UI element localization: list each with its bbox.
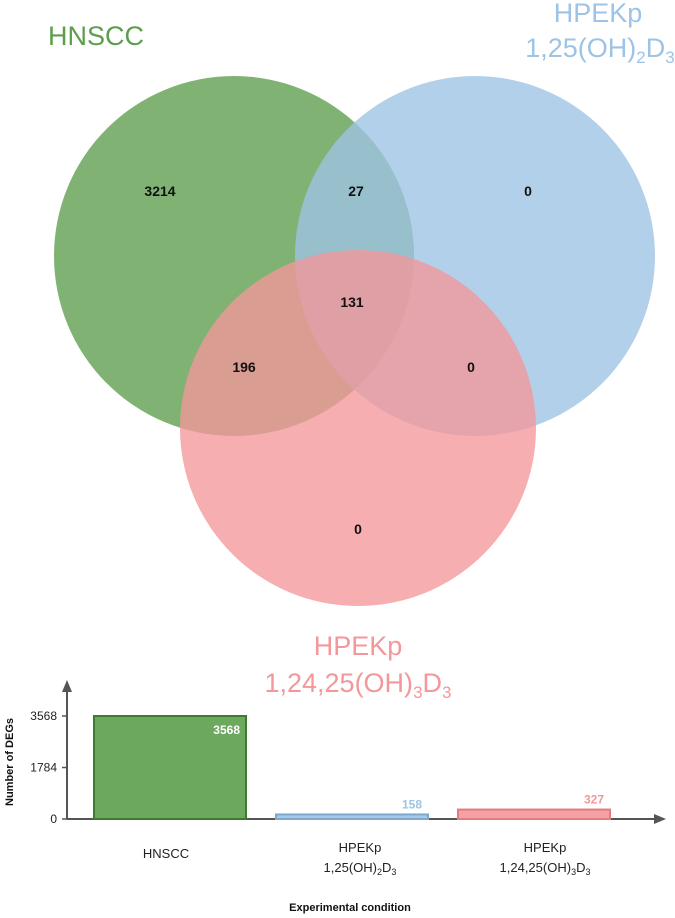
region-count-hnscc-only: 3214: [144, 183, 175, 199]
category-label-dhd3-line2: 1,25(OH)2D3: [324, 860, 397, 877]
y-axis-title: Number of DEGs: [4, 718, 16, 806]
set-label-dhd3-line1: HPEKp: [554, 0, 643, 28]
venn-circle-thd3: [180, 250, 536, 606]
bar-value-label: 158: [402, 797, 422, 811]
venn-diagram: 3214 27 0 131 196 0 0 HNSCC HPEKp 1,25(O…: [48, 0, 675, 702]
set-label-thd3-line1: HPEKp: [314, 631, 403, 661]
region-count-hnscc-thd3: 196: [232, 359, 256, 375]
category-label-dhd3-line1: HPEKp: [339, 840, 382, 855]
x-axis-arrow: [654, 814, 666, 824]
y-axis-arrow: [62, 680, 72, 692]
region-count-thd3-only: 0: [354, 521, 362, 537]
y-tick-label: 3568: [30, 709, 57, 723]
set-label-thd3-line2: 1,24,25(OH)3D3: [264, 668, 451, 702]
y-tick-label: 0: [50, 812, 57, 826]
region-count-dhd3-only: 0: [524, 183, 532, 199]
bar: [457, 808, 611, 820]
y-ticks: 0 1784 3568: [30, 709, 67, 826]
region-count-dhd3-thd3: 0: [467, 359, 475, 375]
category-label-thd3-line2: 1,24,25(OH)3D3: [500, 860, 591, 877]
y-tick-label: 1784: [30, 761, 57, 775]
region-count-all-three: 131: [340, 294, 364, 310]
set-label-hnscc: HNSCC: [48, 21, 144, 51]
bar-value-label: 3568: [213, 723, 240, 737]
category-label-thd3-line1: HPEKp: [524, 840, 567, 855]
bar: [275, 813, 429, 821]
set-label-dhd3-line2: 1,25(OH)2D3: [525, 33, 674, 67]
x-axis-title: Experimental condition: [289, 902, 411, 914]
bar-value-label: 327: [584, 793, 604, 807]
bars: 3568 158 327: [93, 715, 611, 821]
bar-chart: 0 1784 3568 3568 158 327 HNSCC HPEKp 1,25(OH…: [4, 680, 666, 914]
category-label-hnscc: HNSCC: [143, 846, 189, 861]
bar: [93, 715, 247, 820]
region-count-hnscc-dhd3: 27: [348, 183, 364, 199]
